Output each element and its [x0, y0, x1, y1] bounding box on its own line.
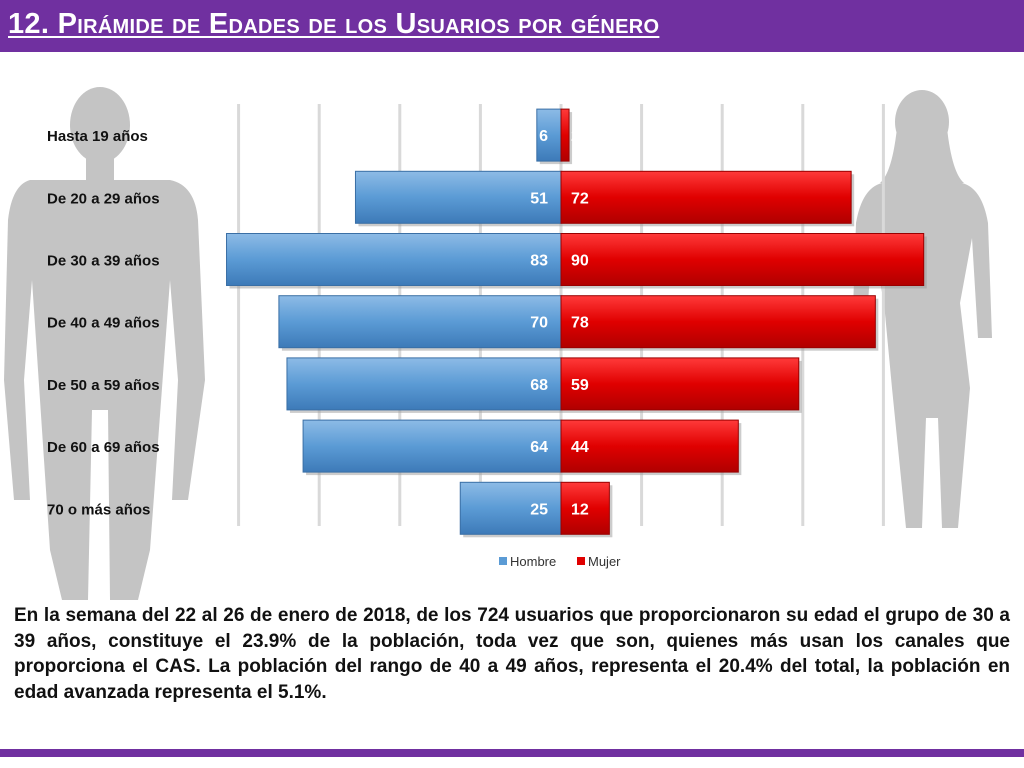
category-label: De 60 a 69 años: [47, 439, 160, 456]
bar-mujer: [560, 233, 925, 286]
data-label-hombre: 25: [530, 501, 548, 518]
data-label-hombre: 51: [530, 190, 548, 207]
category-label: De 30 a 39 años: [47, 253, 160, 270]
data-label-hombre: 68: [530, 377, 548, 394]
bar-mujer: [560, 357, 800, 411]
bar-mujer: [560, 108, 570, 162]
data-label-mujer: 2: [571, 128, 580, 145]
man-silhouette-icon: [4, 87, 205, 600]
bar-hombre: [226, 233, 562, 286]
bar-mujer: [560, 295, 876, 349]
bar-hombre: [278, 295, 562, 349]
bar-mujer: [560, 170, 852, 224]
data-label-mujer: 90: [571, 253, 589, 270]
data-label-hombre: 83: [530, 253, 548, 270]
legend-label-hombre: Hombre: [510, 554, 556, 569]
data-label-hombre: 6: [539, 128, 548, 145]
title-bar: 12. Pirámide de Edades de los Usuarios p…: [0, 0, 1024, 52]
bar-hombre: [536, 108, 562, 162]
legend-swatch-hombre: [499, 557, 507, 565]
slide-title: 12. Pirámide de Edades de los Usuarios p…: [8, 8, 660, 40]
data-label-mujer: 59: [571, 377, 589, 394]
description-text: En la semana del 22 al 26 de enero de 20…: [14, 605, 1010, 703]
category-label: De 40 a 49 años: [47, 315, 160, 332]
category-label: Hasta 19 años: [47, 128, 148, 145]
bar-mujer: [560, 419, 739, 473]
data-label-mujer: 72: [571, 190, 589, 207]
category-labels: Hasta 19 años De 20 a 29 años De 30 a 39 a…: [47, 128, 160, 518]
category-label: De 20 a 29 años: [47, 190, 160, 207]
legend-swatch-mujer: [577, 557, 585, 565]
data-label-hombre: 64: [530, 439, 548, 456]
bar-hombre: [286, 357, 562, 411]
data-label-mujer: 44: [571, 439, 589, 456]
population-pyramid-chart: Hasta 19 años De 20 a 29 años De 30 a 39 a…: [47, 104, 927, 569]
data-label-mujer: 78: [571, 315, 589, 332]
bar-hombre: [354, 170, 562, 224]
category-label: 70 o más años: [47, 501, 150, 518]
data-label-hombre: 70: [530, 315, 548, 332]
bar-mujer: [560, 481, 610, 535]
legend-label-mujer: Mujer: [588, 554, 621, 569]
bottom-bar: [0, 749, 1024, 757]
data-labels: 6 2 51 72 83 90 70 78 68 59 64 44 25 12: [530, 128, 589, 518]
bars: [226, 108, 927, 538]
bar-hombre: [302, 419, 562, 473]
legend: Hombre Mujer: [499, 554, 621, 569]
data-label-mujer: 12: [571, 501, 589, 518]
category-label: De 50 a 59 años: [47, 377, 160, 394]
